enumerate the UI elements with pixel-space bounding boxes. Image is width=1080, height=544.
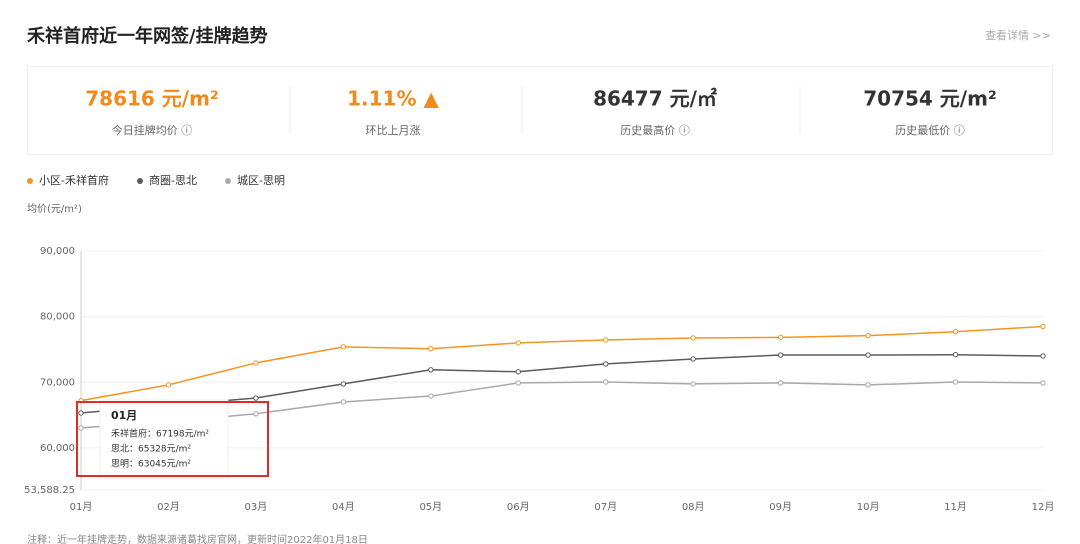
legend-dot <box>27 178 33 184</box>
data-point <box>340 399 347 405</box>
tooltip-box <box>99 399 229 479</box>
y-axis-label: 均价(元/m²) <box>27 203 82 215</box>
x-tick-label: 09月 <box>769 501 792 513</box>
x-tick-label: 11月 <box>944 501 967 513</box>
stat-value: 70754 元/m² <box>863 87 996 111</box>
detail-link[interactable]: 查看详情 >> <box>985 28 1051 42</box>
data-point <box>340 344 347 350</box>
data-point <box>865 382 871 388</box>
data-point <box>690 381 696 387</box>
data-point <box>1040 380 1046 386</box>
x-tick-label: 02月 <box>157 501 180 513</box>
series-line <box>80 381 1044 429</box>
x-tick-label: 01月 <box>70 501 93 513</box>
y-tick-label: 80,000 <box>40 312 75 323</box>
legend-label: 城区-思明 <box>237 174 285 187</box>
legend-label: 小区-禾祥首府 <box>39 173 109 187</box>
series-line <box>80 325 1044 402</box>
tooltip-line: 思明：63045元/m² <box>111 459 191 470</box>
data-point <box>952 329 959 335</box>
legend-dot <box>224 178 231 184</box>
data-point <box>78 425 84 431</box>
data-point <box>428 367 434 373</box>
x-tick-label: 08月 <box>682 501 705 513</box>
stat-label: 环比上月涨 <box>366 124 421 137</box>
data-point <box>777 334 784 341</box>
x-tick-label: 04月 <box>332 501 355 513</box>
y-tick-label: 70,000 <box>40 377 75 388</box>
legend-dot <box>136 178 143 184</box>
x-tick-label: 12月 <box>1032 501 1055 513</box>
data-point <box>1040 353 1046 359</box>
y-tick-label: 60,000 <box>40 443 75 454</box>
tooltip-line: 思北：65328元/m² <box>111 444 191 455</box>
data-point <box>515 369 521 375</box>
x-tick-label: 03月 <box>245 501 268 513</box>
data-point <box>777 380 784 386</box>
footnote: 注释：近一年挂牌走势，数据来源诸葛找房官网，更新时间2022年01月18日 <box>27 533 368 544</box>
data-point <box>603 337 609 343</box>
stat-label: 历史最高价 ⓘ <box>620 123 690 137</box>
tooltip-title: 01月 <box>111 409 137 422</box>
data-point <box>952 379 959 385</box>
stat-value: 1.11% ▲ <box>347 87 439 111</box>
x-tick-label: 06月 <box>507 501 530 513</box>
data-point <box>428 393 434 399</box>
data-point <box>78 410 84 416</box>
x-tick-label: 05月 <box>419 501 442 513</box>
series-line <box>80 353 1044 414</box>
data-point <box>690 356 696 362</box>
tooltip-line: 禾祥首府：67198元/m² <box>111 428 209 440</box>
legend-label: 商圈-思北 <box>149 173 197 187</box>
data-point <box>603 379 609 385</box>
data-point <box>340 381 347 387</box>
data-point <box>515 340 521 346</box>
x-tick-label: 10月 <box>857 501 880 513</box>
stat-value: 78616 元/m² <box>85 87 218 111</box>
data-point <box>515 380 521 386</box>
data-point <box>603 361 609 367</box>
data-point <box>690 335 696 341</box>
highlight-box <box>76 401 269 477</box>
stat-label: 历史最低价 ⓘ <box>895 124 965 137</box>
data-point <box>952 352 959 358</box>
y-tick-label: 90,000 <box>40 246 75 257</box>
data-point <box>253 395 259 401</box>
data-point <box>777 352 784 358</box>
data-point <box>1040 323 1046 330</box>
page-title: 禾祥首府近一年网签/挂牌趋势 <box>27 25 268 47</box>
x-tick-label: 07月 <box>594 501 617 513</box>
data-point <box>865 352 871 358</box>
stat-label: 今日挂牌均价 ⓘ <box>112 123 193 137</box>
data-point <box>253 411 259 417</box>
stat-value: 86477 元/㎡ <box>593 87 717 111</box>
data-point <box>165 382 172 388</box>
stats-box <box>27 66 1053 155</box>
data-point <box>428 346 434 352</box>
data-point <box>253 360 259 366</box>
y-tick-label: 53,588.25 <box>24 485 75 496</box>
data-point <box>865 332 871 339</box>
